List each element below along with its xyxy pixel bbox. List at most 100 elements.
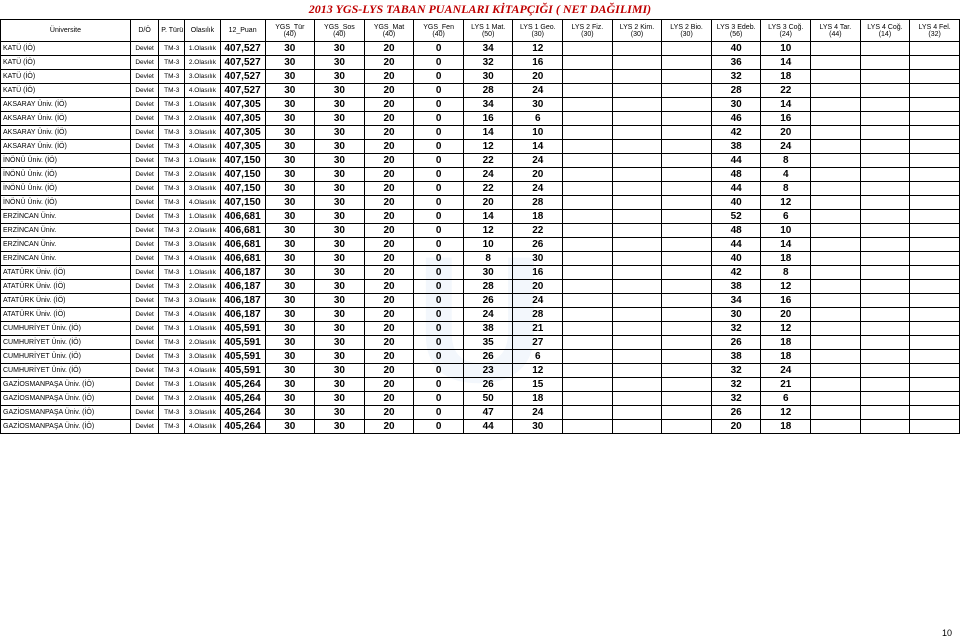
cell-score — [910, 182, 960, 196]
cell-score: 0 — [414, 350, 464, 364]
cell-score: 16 — [463, 112, 513, 126]
cell-score — [612, 168, 662, 182]
cell-do: Devlet — [130, 84, 158, 98]
cell-do: Devlet — [130, 406, 158, 420]
cell-score — [612, 294, 662, 308]
table-row: KATÜ (İÖ)DevletTM-32.Olasılık407,5273030… — [1, 56, 960, 70]
table-row: KATÜ (İÖ)DevletTM-31.Olasılık407,5273030… — [1, 42, 960, 56]
cell-score — [612, 420, 662, 434]
cell-score: 26 — [463, 350, 513, 364]
cell-score: 30 — [265, 168, 315, 182]
cell-score: 20 — [364, 322, 414, 336]
cell-score — [563, 406, 613, 420]
cell-score: 30 — [315, 350, 365, 364]
cell-ol: 2.Olasılık — [185, 224, 220, 238]
cell-score: 14 — [463, 210, 513, 224]
cell-score: 30 — [265, 42, 315, 56]
cell-score: 30 — [315, 140, 365, 154]
cell-puan: 407,150 — [220, 168, 265, 182]
cell-score — [811, 266, 861, 280]
cell-score — [910, 70, 960, 84]
cell-pt: TM-3 — [159, 420, 185, 434]
cell-score — [811, 42, 861, 56]
cell-score — [612, 392, 662, 406]
cell-score — [662, 294, 712, 308]
cell-score: 30 — [265, 182, 315, 196]
cell-puan: 407,527 — [220, 84, 265, 98]
cell-do: Devlet — [130, 112, 158, 126]
table-row: CUMHURİYET Üniv. (İÖ)DevletTM-34.Olasılı… — [1, 364, 960, 378]
cell-score — [563, 336, 613, 350]
cell-score: 30 — [315, 224, 365, 238]
cell-score: 20 — [463, 196, 513, 210]
cell-score — [811, 350, 861, 364]
cell-score: 20 — [364, 210, 414, 224]
cell-score: 0 — [414, 98, 464, 112]
cell-score — [860, 224, 910, 238]
cell-score: 32 — [711, 378, 761, 392]
cell-score — [612, 42, 662, 56]
cell-score — [612, 336, 662, 350]
cell-puan: 406,681 — [220, 238, 265, 252]
cell-score: 38 — [711, 140, 761, 154]
cell-score: 20 — [364, 378, 414, 392]
cell-score: 27 — [513, 336, 563, 350]
cell-score: 20 — [513, 168, 563, 182]
col-header-c3: YGS_Fen(40) — [414, 20, 464, 42]
cell-score: 30 — [265, 392, 315, 406]
cell-score — [811, 364, 861, 378]
cell-score — [860, 406, 910, 420]
cell-score: 18 — [761, 336, 811, 350]
cell-score: 30 — [513, 98, 563, 112]
cell-score — [910, 210, 960, 224]
cell-score: 0 — [414, 56, 464, 70]
cell-puan: 406,187 — [220, 266, 265, 280]
cell-score — [910, 294, 960, 308]
cell-score — [910, 196, 960, 210]
cell-score: 0 — [414, 168, 464, 182]
cell-score: 30 — [315, 98, 365, 112]
cell-pt: TM-3 — [159, 112, 185, 126]
cell-score: 32 — [711, 322, 761, 336]
cell-score — [860, 112, 910, 126]
cell-score — [860, 364, 910, 378]
cell-score: 16 — [513, 56, 563, 70]
cell-score: 18 — [513, 210, 563, 224]
cell-score: 30 — [265, 308, 315, 322]
cell-score: 26 — [711, 336, 761, 350]
cell-pt: TM-3 — [159, 238, 185, 252]
cell-score: 18 — [761, 420, 811, 434]
cell-do: Devlet — [130, 308, 158, 322]
cell-score — [811, 336, 861, 350]
cell-score — [860, 56, 910, 70]
cell-score: 0 — [414, 238, 464, 252]
cell-ol: 3.Olasılık — [185, 126, 220, 140]
cell-score: 20 — [364, 182, 414, 196]
col-header-c11: LYS 4 Tar.(44) — [811, 20, 861, 42]
cell-score: 10 — [761, 42, 811, 56]
cell-score: 28 — [463, 84, 513, 98]
cell-score: 20 — [364, 112, 414, 126]
cell-uni: İNÖNÜ Üniv. (İÖ) — [1, 196, 131, 210]
cell-score: 14 — [761, 238, 811, 252]
cell-score — [612, 406, 662, 420]
cell-uni: ATATÜRK Üniv. (İÖ) — [1, 266, 131, 280]
cell-score: 44 — [463, 420, 513, 434]
cell-ol: 3.Olasılık — [185, 182, 220, 196]
cell-score: 0 — [414, 224, 464, 238]
cell-score: 30 — [315, 420, 365, 434]
cell-score: 30 — [315, 154, 365, 168]
cell-score — [811, 252, 861, 266]
cell-ol: 1.Olasılık — [185, 378, 220, 392]
cell-score: 0 — [414, 266, 464, 280]
cell-do: Devlet — [130, 224, 158, 238]
cell-score: 20 — [364, 224, 414, 238]
cell-score: 24 — [513, 294, 563, 308]
cell-score: 0 — [414, 126, 464, 140]
cell-ol: 4.Olasılık — [185, 364, 220, 378]
cell-score — [612, 154, 662, 168]
cell-score — [612, 140, 662, 154]
cell-pt: TM-3 — [159, 378, 185, 392]
cell-score: 20 — [364, 406, 414, 420]
cell-score: 20 — [761, 126, 811, 140]
